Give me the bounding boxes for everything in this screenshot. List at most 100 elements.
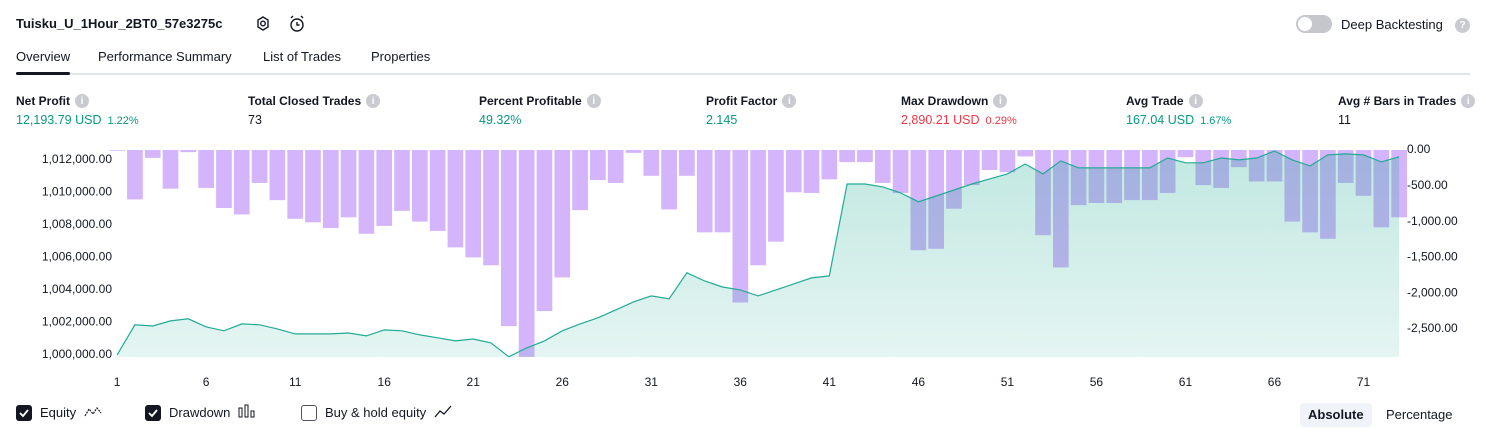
drawdown-bar xyxy=(411,150,428,222)
drawdown-bar xyxy=(305,150,321,223)
legend-checkbox[interactable]: Buy & hold equity xyxy=(301,404,452,421)
y2-tick-label: -1,500.00 xyxy=(1407,250,1458,264)
drawdown-bar xyxy=(429,150,446,231)
scale-mode-button[interactable]: Percentage xyxy=(1386,407,1453,422)
drawdown-bar xyxy=(518,150,535,357)
legend-icon xyxy=(84,404,102,421)
info-icon[interactable]: i xyxy=(782,94,797,108)
drawdown-bar xyxy=(198,150,214,188)
drawdown-bar xyxy=(857,150,873,163)
info-icon[interactable]: i xyxy=(366,94,381,108)
drawdown-bar xyxy=(803,150,820,193)
metric-value: 167.04 USD 1.67% xyxy=(1126,113,1231,127)
metric-label-text: Avg # Bars in Trades xyxy=(1338,94,1457,108)
equity-chart: 1,000,000.00 1,002,000.00 1,004,000.00 1,00… xyxy=(42,142,1458,389)
x-tick-label: 51 xyxy=(1001,375,1015,389)
drawdown-bar xyxy=(768,150,784,242)
drawdown-bar xyxy=(501,150,517,327)
y-tick-label: 1,010,000.00 xyxy=(42,185,112,199)
drawdown-bar xyxy=(251,150,268,183)
metric-value: 11 xyxy=(1338,113,1351,127)
legend-checkbox[interactable]: Equity xyxy=(16,404,102,421)
legend-label: Drawdown xyxy=(169,405,231,420)
tab[interactable]: Performance Summary xyxy=(98,49,232,64)
x-tick-label: 1 xyxy=(114,375,121,389)
legend-checkbox[interactable]: Drawdown xyxy=(145,404,256,421)
x-tick-label: 61 xyxy=(1179,375,1193,389)
x-tick-label: 36 xyxy=(734,375,748,389)
metric-label: Percent Profitable i xyxy=(479,94,601,108)
y-tick-label: 1,008,000.00 xyxy=(42,217,112,231)
y2-tick-label: -500.00 xyxy=(1407,178,1448,192)
x-tick-label: 31 xyxy=(645,375,659,389)
drawdown-bar xyxy=(269,150,286,201)
x-tick-label: 41 xyxy=(823,375,837,389)
active-tab-underline xyxy=(16,72,70,75)
metric-value-text: 73 xyxy=(248,113,262,127)
metric-percent: 0.29% xyxy=(985,115,1017,127)
drawdown-bar xyxy=(109,150,125,151)
drawdown-bar xyxy=(216,150,232,208)
drawdown-bar xyxy=(554,150,571,278)
info-icon[interactable]: i xyxy=(586,94,601,108)
x-tick-label: 46 xyxy=(912,375,926,389)
drawdown-bar xyxy=(874,150,891,183)
drawdown-bar xyxy=(447,150,464,248)
drawdown-bar xyxy=(999,150,1016,173)
drawdown-bar xyxy=(483,150,499,266)
legend-icon xyxy=(434,404,452,421)
y-tick-label: 1,012,000.00 xyxy=(42,152,112,166)
drawdown-bar xyxy=(839,150,855,163)
drawdown-bar xyxy=(643,150,660,176)
x-tick-label: 16 xyxy=(378,375,392,389)
title-icons[interactable] xyxy=(254,14,308,34)
equity-area xyxy=(117,151,1400,357)
drawdown-bar xyxy=(785,150,802,193)
info-icon[interactable]: i xyxy=(1188,94,1203,108)
x-tick-label: 56 xyxy=(1090,375,1104,389)
y-tick-label: 1,004,000.00 xyxy=(42,282,112,296)
x-tick-label: 21 xyxy=(467,375,481,389)
legend-icon-svg xyxy=(238,404,255,418)
drawdown-bar xyxy=(536,150,553,312)
info-icon[interactable]: i xyxy=(75,94,89,108)
checkbox xyxy=(301,404,317,421)
metric-label-text: Net Profit xyxy=(16,94,70,108)
tab[interactable]: Properties xyxy=(371,49,431,64)
metric-label-text: Profit Factor xyxy=(706,94,778,108)
drawdown-bar xyxy=(340,150,357,218)
metric-value-text: 11 xyxy=(1338,113,1351,127)
info-icon[interactable]: i xyxy=(993,94,1008,108)
legend-icon xyxy=(238,404,256,421)
drawdown-bar xyxy=(981,150,998,171)
strategy-title: Tuisku_U_1Hour_2BT0_57e3275c xyxy=(16,16,223,31)
metric-percent: 1.22% xyxy=(107,115,139,127)
checkbox xyxy=(145,404,161,421)
metric-label-text: Percent Profitable xyxy=(479,94,582,108)
drawdown-bar xyxy=(144,150,161,158)
legend-label: Equity xyxy=(40,405,77,420)
check xyxy=(148,408,158,417)
y-tick-label: 1,000,000.00 xyxy=(42,347,112,361)
tab[interactable]: Overview xyxy=(16,49,71,64)
y-tick-label: 1,006,000.00 xyxy=(42,250,112,264)
drawdown-bar xyxy=(750,150,766,266)
tab[interactable]: List of Trades xyxy=(263,49,342,64)
drawdown-bar xyxy=(162,150,179,189)
help-icon[interactable]: ? xyxy=(1455,18,1470,33)
y2-tick-label: -2,000.00 xyxy=(1407,285,1458,299)
legend-icon-svg xyxy=(434,405,452,418)
equity-line xyxy=(116,150,1400,358)
y2-tick-label: -1,000.00 xyxy=(1407,214,1458,228)
scale-mode-button[interactable]: Absolute xyxy=(1300,403,1372,427)
metric-value: 2,890.21 USD 0.29% xyxy=(901,113,1017,127)
drawdown-bar xyxy=(465,150,482,258)
deep-backtesting-toggle[interactable] xyxy=(1296,15,1332,33)
metric-percent: 1.67% xyxy=(1200,115,1232,127)
y2-tick-label: 0.00 xyxy=(1407,142,1431,156)
metric-value: 12,193.79 USD 1.22% xyxy=(16,113,139,127)
drawdown-bar xyxy=(322,150,339,229)
metric-label-text: Avg Trade xyxy=(1126,94,1184,108)
info-icon[interactable]: i xyxy=(1461,94,1476,108)
